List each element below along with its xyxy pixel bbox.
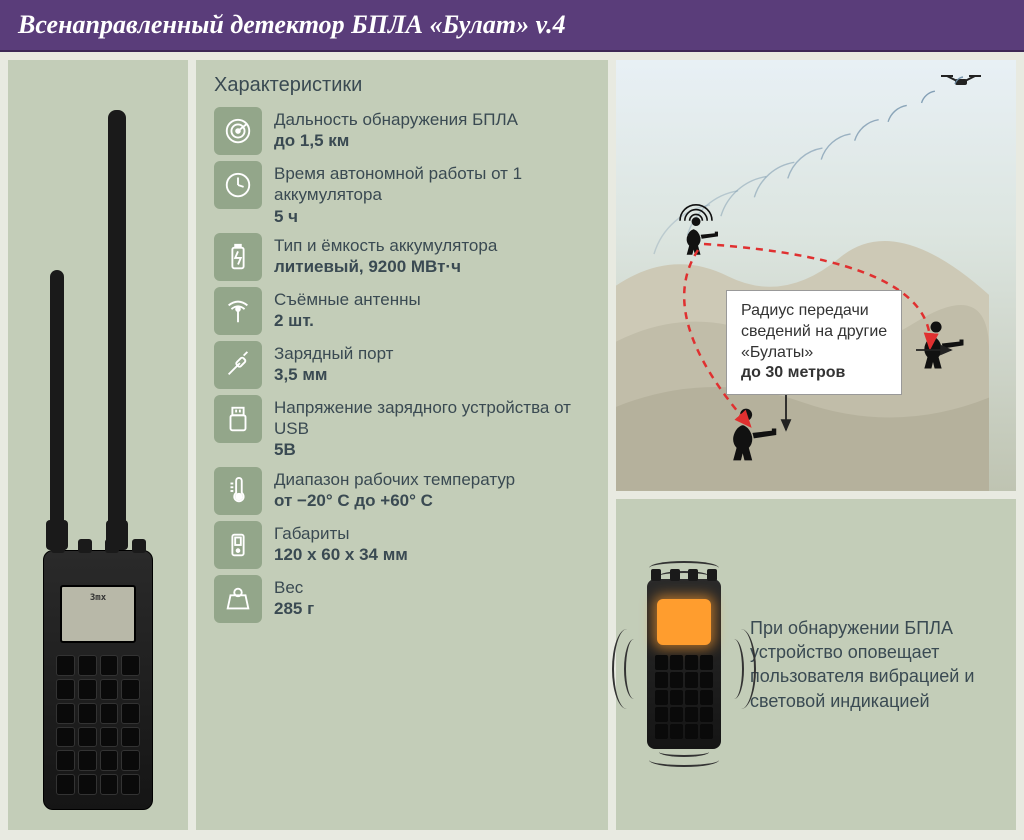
spec-text: Тип и ёмкость аккумулятора литиевый, 920… <box>274 233 497 278</box>
antenna-left <box>50 270 64 530</box>
specs-heading: Характеристики <box>214 74 590 97</box>
spec-label: Съёмные антенны <box>274 289 421 310</box>
mini-glow <box>657 599 711 645</box>
clock-icon <box>214 161 262 209</box>
scene-caption-value: до 30 метров <box>741 364 845 381</box>
alert-panel: При обнаружении БПЛА устройство оповещае… <box>616 499 1016 831</box>
spec-text: Съёмные антенны 2 шт. <box>274 287 421 332</box>
main-layout: 3mx Характеристики Дальность обнаружения… <box>0 52 1024 838</box>
mini-body <box>647 579 721 749</box>
radar-icon <box>214 107 262 155</box>
scene-caption-line1: Радиус передачи <box>741 302 869 319</box>
spec-row: Тип и ёмкость аккумулятора литиевый, 920… <box>214 233 590 281</box>
spec-row: Напряжение зарядного устройства от USB 5… <box>214 395 590 461</box>
spec-label: Габариты <box>274 523 408 544</box>
spec-label: Дальность обнаружения БПЛА <box>274 109 518 130</box>
scene-caption: Радиус передачи сведений на другие «Була… <box>726 290 902 395</box>
jack-icon <box>214 341 262 389</box>
title-bar: Всенаправленный детектор БПЛА «Булат» v.… <box>0 0 1024 52</box>
radio-keypad <box>56 655 140 795</box>
spec-text: Вес 285 г <box>274 575 314 620</box>
spec-value: 2 шт. <box>274 310 421 331</box>
soldier-silhouette <box>925 322 963 368</box>
alert-text: При обнаружении БПЛА устройство оповещае… <box>750 616 998 713</box>
spec-value: 5 ч <box>274 206 590 227</box>
spec-value: литиевый, 9200 МВт·ч <box>274 256 497 277</box>
soldier-silhouette <box>734 409 776 460</box>
spec-label: Вес <box>274 577 314 598</box>
spec-text: Диапазон рабочих температур от −20° С до… <box>274 467 515 512</box>
spec-row: Габариты 120 x 60 x 34 мм <box>214 521 590 569</box>
scene-caption-line2: сведений на другие <box>741 323 887 340</box>
size-icon <box>214 521 262 569</box>
weight-icon <box>214 575 262 623</box>
device-panel: 3mx <box>8 60 188 830</box>
vibration-arc <box>724 639 744 699</box>
antenna-right <box>108 110 126 530</box>
radio-screen: 3mx <box>60 585 136 643</box>
spec-value: до 1,5 км <box>274 130 518 151</box>
specs-panel: Характеристики Дальность обнаружения БПЛ… <box>196 60 608 830</box>
spec-row: Съёмные антенны 2 шт. <box>214 287 590 335</box>
spec-row: Дальность обнаружения БПЛА до 1,5 км <box>214 107 590 155</box>
battery-icon <box>214 233 262 281</box>
spec-text: Время автономной работы от 1 аккумулятор… <box>274 161 590 227</box>
spec-value: от −20° С до +60° С <box>274 490 515 511</box>
radio-knobs <box>44 539 152 555</box>
specs-list: Дальность обнаружения БПЛА до 1,5 км Вре… <box>214 107 590 623</box>
spec-label: Время автономной работы от 1 аккумулятор… <box>274 163 590 206</box>
device-illustration: 3mx <box>38 550 158 810</box>
spec-row: Зарядный порт 3,5 мм <box>214 341 590 389</box>
scene-overlay <box>616 60 1016 491</box>
spec-row: Вес 285 г <box>214 575 590 623</box>
radio-body: 3mx <box>43 550 153 810</box>
spec-value: 285 г <box>274 598 314 619</box>
antenna-icon <box>214 287 262 335</box>
spec-row: Время автономной работы от 1 аккумулятор… <box>214 161 590 227</box>
page-title: Всенаправленный детектор БПЛА «Булат» v.… <box>18 10 566 39</box>
soldier-silhouette <box>680 205 718 255</box>
scene-caption-line3: «Булаты» <box>741 344 813 361</box>
scene-panel: Радиус передачи сведений на другие «Була… <box>616 60 1016 491</box>
spec-value: 5В <box>274 439 590 460</box>
vibration-arc <box>624 639 644 699</box>
spec-text: Напряжение зарядного устройства от USB 5… <box>274 395 590 461</box>
spec-text: Зарядный порт 3,5 мм <box>274 341 393 386</box>
spec-value: 3,5 мм <box>274 364 393 385</box>
spec-label: Зарядный порт <box>274 343 393 364</box>
usb-icon <box>214 395 262 443</box>
mini-device <box>634 579 734 749</box>
spec-label: Диапазон рабочих температур <box>274 469 515 490</box>
spec-label: Тип и ёмкость аккумулятора <box>274 235 497 256</box>
right-column: Радиус передачи сведений на другие «Була… <box>616 60 1016 830</box>
spec-text: Дальность обнаружения БПЛА до 1,5 км <box>274 107 518 152</box>
spec-value: 120 x 60 x 34 мм <box>274 544 408 565</box>
spec-row: Диапазон рабочих температур от −20° С до… <box>214 467 590 515</box>
spec-text: Габариты 120 x 60 x 34 мм <box>274 521 408 566</box>
thermo-icon <box>214 467 262 515</box>
spec-label: Напряжение зарядного устройства от USB <box>274 397 590 440</box>
